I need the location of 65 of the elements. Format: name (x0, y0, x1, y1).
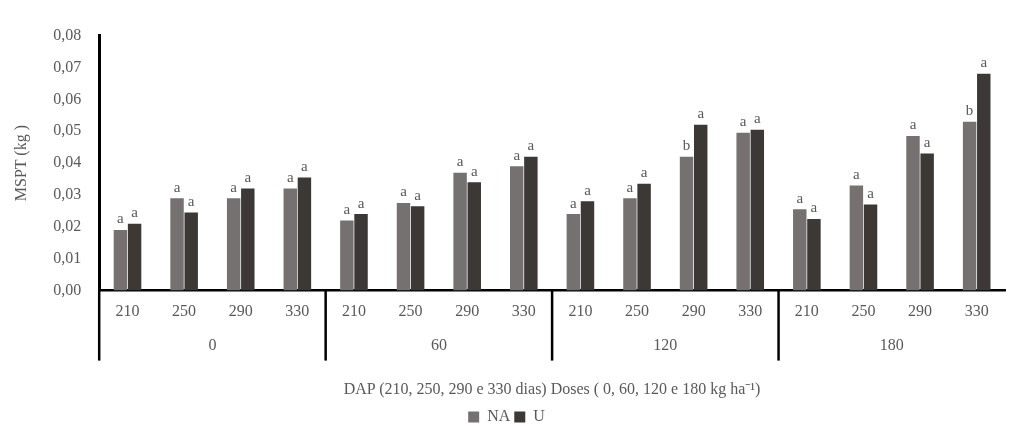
y-tick-label: 0,04 (53, 153, 82, 171)
data-label: a (357, 194, 365, 211)
y-tick-label: 0,06 (53, 89, 82, 107)
data-label: a (867, 184, 875, 201)
x-tick-label: 330 (285, 302, 310, 320)
data-label: a (810, 199, 818, 216)
data-label: a (697, 105, 705, 122)
x-tick-label: 250 (398, 302, 423, 320)
data-label: a (796, 189, 804, 206)
data-label: a (301, 157, 309, 174)
legend-label: NA (487, 407, 511, 425)
x-tick-label: 210 (115, 302, 140, 320)
data-label: a (853, 165, 861, 182)
x-tick-label: 330 (964, 302, 989, 320)
x-tick-label: 250 (851, 302, 876, 320)
data-label: a (456, 153, 464, 170)
data-label: a (470, 162, 478, 179)
y-tick-label: 0,00 (53, 280, 82, 298)
data-label: a (923, 133, 931, 150)
x-tick-label: 250 (625, 302, 650, 320)
text: 180 (879, 335, 904, 353)
x-tick-label: 210 (568, 302, 593, 320)
data-label: a (753, 110, 761, 127)
data-label: a (400, 183, 408, 200)
y-axis-title: MSPT (kg ) (11, 125, 30, 202)
x-tick-label: 290 (455, 302, 480, 320)
data-label: a (230, 178, 238, 195)
y-tick-label: 0,08 (53, 25, 82, 43)
y-tick-label: 0,07 (53, 57, 82, 75)
text: 0 (208, 335, 217, 353)
data-label: a (187, 192, 195, 209)
data-label: a (584, 181, 592, 198)
data-label: a (980, 54, 988, 71)
x-tick-label: 330 (738, 302, 763, 320)
text: 120 (653, 335, 678, 353)
data-label: b (682, 137, 691, 154)
data-label: a (414, 186, 422, 203)
x-tick-label: 210 (341, 302, 366, 320)
text: 60 (430, 335, 447, 353)
data-label: a (640, 164, 648, 181)
data-label: a (286, 169, 294, 186)
y-tick-label: 0,05 (53, 121, 82, 139)
data-label: a (173, 178, 181, 195)
data-label: a (131, 204, 139, 221)
data-label: a (626, 178, 634, 195)
x-tick-label: 250 (172, 302, 197, 320)
data-label: a (739, 113, 747, 130)
data-label: b (965, 102, 974, 119)
data-label: a (909, 116, 917, 133)
data-label: a (343, 200, 351, 217)
x-tick-label: 330 (511, 302, 536, 320)
x-tick-label: 290 (908, 302, 933, 320)
y-tick-label: 0,01 (53, 248, 82, 266)
data-label: a (527, 137, 535, 154)
data-label: a (569, 194, 577, 211)
data-label: a (244, 169, 252, 186)
x-tick-label: 290 (228, 302, 253, 320)
y-tick-label: 0,03 (53, 185, 82, 203)
x-axis-title: DAP (210, 250, 290 e 330 dias) Doses ( 0, 60, 120 e 180 kg ha⁻¹) (343, 379, 761, 398)
legend-label: U (533, 407, 546, 425)
data-label: a (117, 210, 125, 227)
x-tick-label: 210 (794, 302, 819, 320)
x-tick-label: 290 (681, 302, 706, 320)
data-label: a (513, 146, 521, 163)
y-tick-label: 0,02 (53, 217, 82, 235)
